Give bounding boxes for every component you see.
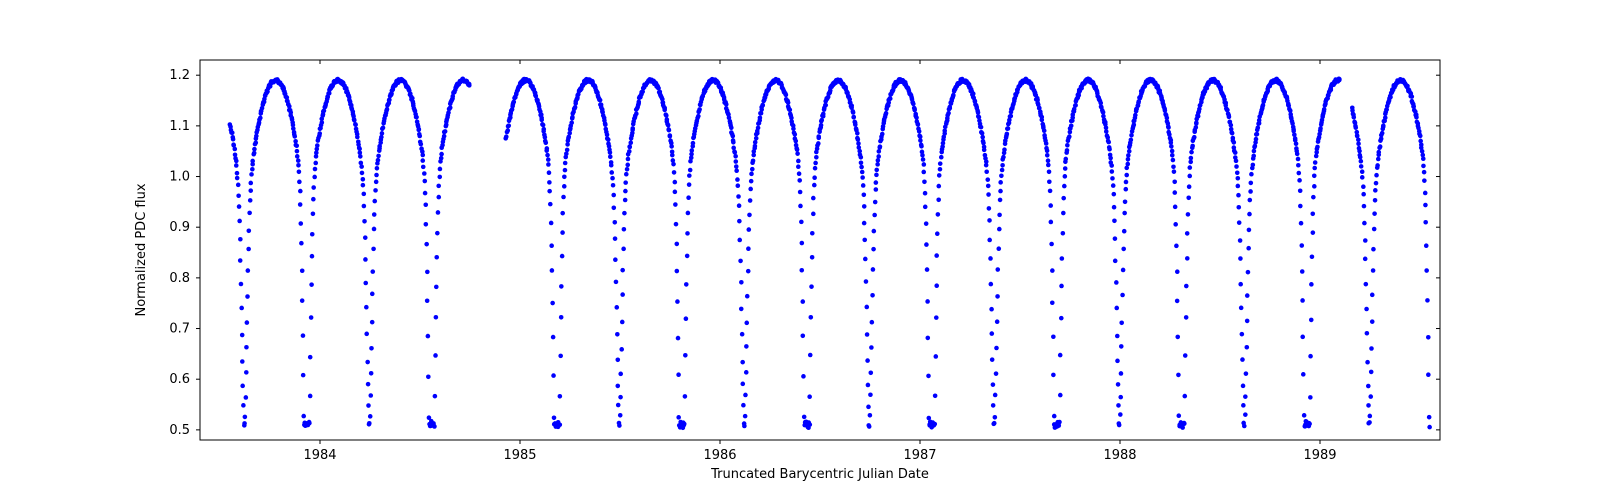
y-tick-label: 1.2 — [169, 68, 190, 83]
x-tick-label: 1988 — [1103, 448, 1136, 463]
x-tick-label: 1987 — [903, 448, 936, 463]
y-tick-label: 1.1 — [169, 119, 190, 134]
chart-svg: 1984 1985 1986 1987 1988 1989 0.5 0.6 0.7 0.8 0.9 1… — [0, 0, 1600, 500]
y-axis-label: Normalized PDC flux — [134, 183, 149, 316]
y-tick-label: 0.7 — [169, 322, 190, 337]
lightcurve-chart: 1984 1985 1986 1987 1988 1989 0.5 0.6 0.7 0.8 0.9 1… — [0, 0, 1600, 500]
y-tick-label: 1.0 — [169, 170, 190, 185]
y-tick-label: 0.5 — [169, 423, 190, 438]
x-tick-label: 1984 — [303, 448, 336, 463]
x-axis-label: Truncated Barycentric Julian Date — [710, 467, 929, 482]
x-tick-label: 1985 — [503, 448, 536, 463]
x-tick-label: 1986 — [703, 448, 736, 463]
x-tick-label: 1989 — [1303, 448, 1336, 463]
y-tick-label: 0.9 — [169, 220, 190, 235]
y-tick-label: 0.6 — [169, 372, 190, 387]
y-tick-label: 0.8 — [169, 271, 190, 286]
